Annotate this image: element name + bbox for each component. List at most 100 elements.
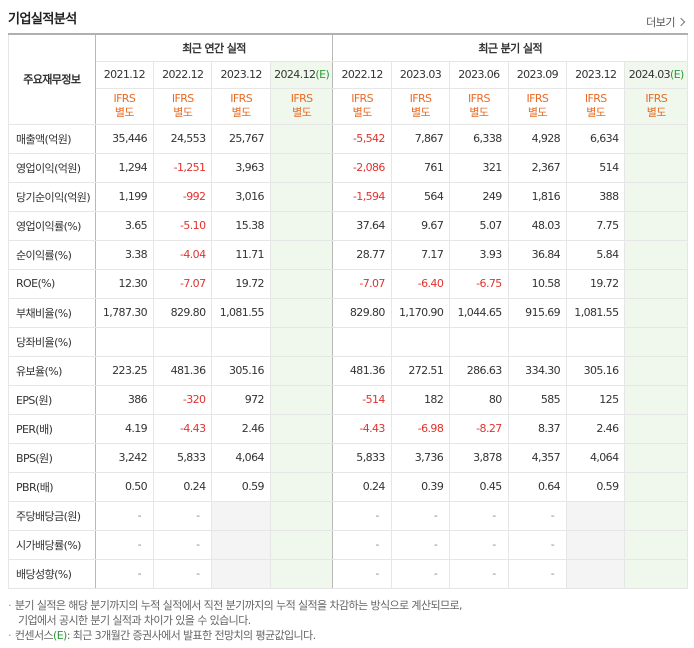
quarter-value-cell: 915.69	[507, 297, 568, 328]
more-link[interactable]: 더보기	[646, 14, 686, 30]
ifrs-label: IFRS	[409, 92, 432, 105]
quarter-value-cell: 28.77	[332, 239, 392, 270]
ifrs-basis-header: IFRS 별도	[449, 87, 509, 125]
annual-value-cell: 1,081.55	[211, 297, 271, 328]
annual-value-cell: -	[94, 558, 155, 589]
quarter-value-cell: 272.51	[390, 355, 451, 386]
quarter-value-cell: 286.63	[449, 355, 509, 386]
quarter-value-cell: -7.07	[332, 268, 392, 299]
quarter-value-cell: 0.45	[449, 471, 509, 502]
quarter-value-cell: -8.27	[449, 413, 509, 444]
annual-value-cell	[269, 152, 334, 183]
annual-value-cell	[269, 413, 334, 444]
annual-value-cell	[211, 529, 271, 560]
quarter-value-cell	[624, 181, 688, 212]
footnote-text: 분기 실적은 해당 분기까지의 누적 실적에서 직전 분기까지의 누적 실적을 …	[14, 599, 463, 612]
quarter-value-cell	[566, 326, 626, 357]
quarter-value-cell: 0.39	[390, 471, 451, 502]
quarter-value-cell	[624, 152, 688, 183]
annual-value-cell: 3.38	[94, 239, 155, 270]
quarter-value-cell: 4,357	[507, 442, 568, 473]
table-row: 영업이익(억원) 1,294 -1,251 3,963 -2,086 761 321 2,36…	[8, 152, 688, 183]
annual-value-cell	[269, 471, 334, 502]
annual-value-cell	[94, 326, 155, 357]
period-label: 2024.03	[628, 68, 671, 81]
annual-value-cell: 1,294	[94, 152, 155, 183]
quarter-value-cell: 1,170.90	[390, 297, 451, 328]
quarter-value-cell	[507, 326, 568, 357]
annual-value-cell	[269, 239, 334, 270]
row-label: 영업이익률(%)	[8, 210, 96, 241]
quarter-value-cell: -6.98	[390, 413, 451, 444]
annual-period-header: 2024.12(E)	[269, 60, 334, 89]
ifrs-basis-header: IFRS 별도	[566, 87, 626, 125]
quarter-value-cell: 321	[449, 152, 509, 183]
chevron-right-icon	[676, 17, 686, 27]
quarter-value-cell	[624, 442, 688, 473]
more-label: 더보기	[646, 16, 675, 29]
quarter-value-cell	[624, 326, 688, 357]
table-row: BPS(원) 3,242 5,833 4,064 5,833 3,736 3,878 4,35…	[8, 442, 688, 473]
row-label: 매출액(억원)	[8, 123, 96, 154]
ifrs-basis-header: IFRS 별도	[269, 87, 334, 125]
quarter-value-cell	[624, 413, 688, 444]
ifrs-basis-label: 별도	[352, 106, 373, 119]
quarter-value-cell: -	[332, 500, 392, 531]
row-label: 당기순이익(억원)	[8, 181, 96, 212]
row-label: EPS(원)	[8, 384, 96, 415]
annual-value-cell: 3,963	[211, 152, 271, 183]
quarter-value-cell	[390, 326, 451, 357]
ifrs-label: IFRS	[584, 92, 607, 105]
annual-value-cell: 25,767	[211, 123, 271, 154]
row-label: BPS(원)	[8, 442, 96, 473]
table-row: 부채비율(%) 1,787.30 829.80 1,081.55 829.80 1,170…	[8, 297, 688, 328]
annual-value-cell	[269, 268, 334, 299]
row-label: PBR(배)	[8, 471, 96, 502]
quarter-value-cell	[624, 123, 688, 154]
annual-value-cell	[211, 558, 271, 589]
quarter-value-cell: 182	[390, 384, 451, 415]
ifrs-label: IFRS	[351, 92, 373, 105]
quarter-value-cell: 585	[507, 384, 568, 415]
annual-value-cell	[269, 210, 334, 241]
quarter-value-cell: 0.59	[566, 471, 626, 502]
quarter-value-cell: 7,867	[390, 123, 451, 154]
quarter-value-cell: 7.17	[390, 239, 451, 270]
annual-value-cell: 3,242	[94, 442, 155, 473]
quarter-period-header: 2023.12	[566, 60, 626, 89]
annual-value-cell: 829.80	[153, 297, 213, 328]
quarter-value-cell: 761	[390, 152, 451, 183]
annual-value-cell: -4.43	[153, 413, 213, 444]
ifrs-basis-label: 별도	[469, 106, 489, 119]
row-label: 배당성향(%)	[8, 558, 96, 589]
annual-value-cell	[153, 326, 213, 357]
row-label: 주당배당금(원)	[8, 500, 96, 531]
annual-value-cell	[269, 123, 334, 154]
ifrs-label: IFRS	[645, 92, 668, 105]
annual-value-cell	[269, 558, 334, 589]
table-row: PBR(배) 0.50 0.24 0.59 0.24 0.39 0.45 0.64 0.59	[8, 471, 688, 502]
ifrs-basis-label: 별도	[646, 106, 667, 119]
annual-value-cell: 35,446	[94, 123, 155, 154]
annual-value-cell: -1,251	[153, 152, 213, 183]
annual-value-cell: -	[94, 500, 155, 531]
section-title: 기업실적분석	[8, 12, 77, 27]
quarter-value-cell: 19.72	[566, 268, 626, 299]
quarter-value-cell: 36.84	[507, 239, 568, 270]
footnote-text: 기업에서 공시한 분기 실적과 차이가 있을 수 있습니다.	[18, 614, 251, 627]
annual-header: 최근 연간 실적	[94, 33, 334, 62]
annual-value-cell: 24,553	[153, 123, 213, 154]
quarter-value-cell: -	[332, 558, 392, 589]
ifrs-basis-label: 별도	[231, 106, 252, 119]
annual-period-header: 2023.12	[211, 60, 271, 89]
section-header: 기업실적분석 더보기	[8, 8, 686, 32]
quarter-period-header: 2022.12	[332, 60, 392, 89]
row-label: ROE(%)	[8, 268, 96, 299]
ifrs-label: IFRS	[290, 92, 313, 105]
quarter-value-cell: 10.58	[507, 268, 568, 299]
ifrs-basis-label: 별도	[527, 106, 548, 119]
estimate-mark: (E)	[670, 68, 684, 81]
row-label: PER(배)	[8, 413, 96, 444]
table-row: 순이익률(%) 3.38 -4.04 11.71 28.77 7.17 3.93 36.84 5…	[8, 239, 688, 270]
quarter-value-cell	[624, 384, 688, 415]
